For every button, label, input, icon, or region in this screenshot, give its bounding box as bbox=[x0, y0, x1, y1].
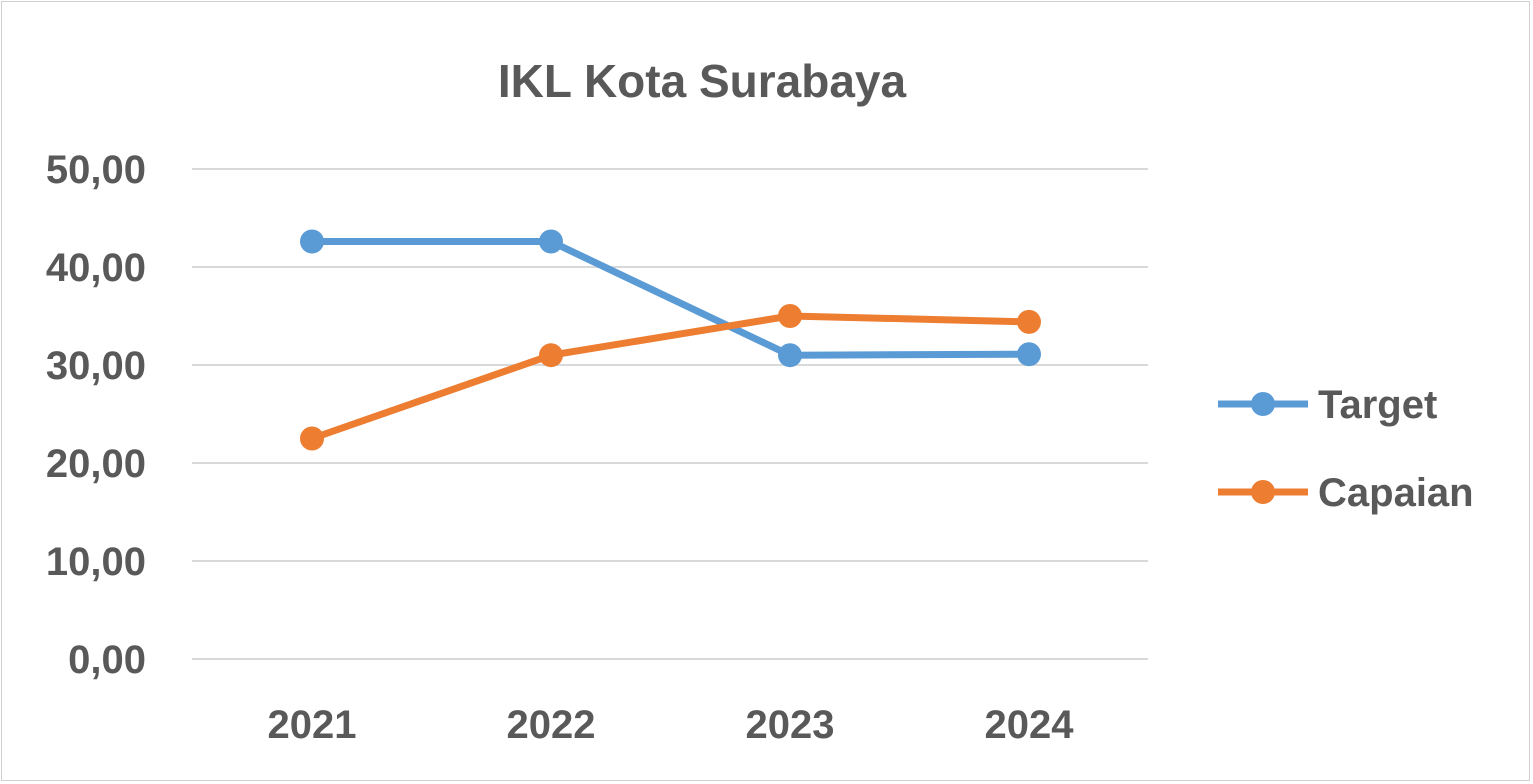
legend-label-capaian: Capaian bbox=[1318, 471, 1474, 515]
y-tick-label: 30,00 bbox=[46, 344, 146, 388]
data-point-target bbox=[300, 229, 324, 254]
chart-title: IKL Kota Surabaya bbox=[498, 55, 907, 107]
gridlines bbox=[192, 168, 1148, 660]
x-tick-label: 2021 bbox=[268, 703, 357, 747]
x-tick-label: 2024 bbox=[985, 703, 1075, 747]
x-axis-tick-labels: 2021 2022 2023 2024 bbox=[268, 703, 1075, 747]
legend-label-target: Target bbox=[1318, 383, 1437, 427]
series-line-capaian bbox=[308, 312, 1033, 442]
legend: Target Capaian bbox=[1218, 383, 1474, 515]
data-point-capaian bbox=[778, 304, 802, 328]
series-line-target bbox=[308, 238, 1033, 359]
data-point-target bbox=[1017, 342, 1041, 367]
y-tick-label: 10,00 bbox=[46, 540, 146, 584]
y-axis-tick-labels: 0,00 10,00 20,00 30,00 40,00 50,00 bbox=[46, 148, 146, 682]
data-point-capaian bbox=[300, 426, 324, 451]
series-lines bbox=[300, 229, 1041, 451]
data-point-target bbox=[539, 229, 563, 254]
y-tick-label: 50,00 bbox=[46, 148, 146, 192]
y-tick-label: 0,00 bbox=[68, 638, 146, 682]
data-point-capaian bbox=[1017, 309, 1041, 334]
y-tick-label: 40,00 bbox=[46, 246, 146, 290]
x-tick-label: 2022 bbox=[507, 703, 596, 747]
legend-swatch-marker bbox=[1251, 480, 1275, 504]
y-tick-label: 20,00 bbox=[46, 442, 146, 486]
data-point-capaian bbox=[539, 343, 563, 368]
data-point-target bbox=[778, 343, 802, 368]
legend-swatch-marker bbox=[1251, 392, 1275, 416]
x-tick-label: 2023 bbox=[746, 703, 835, 747]
